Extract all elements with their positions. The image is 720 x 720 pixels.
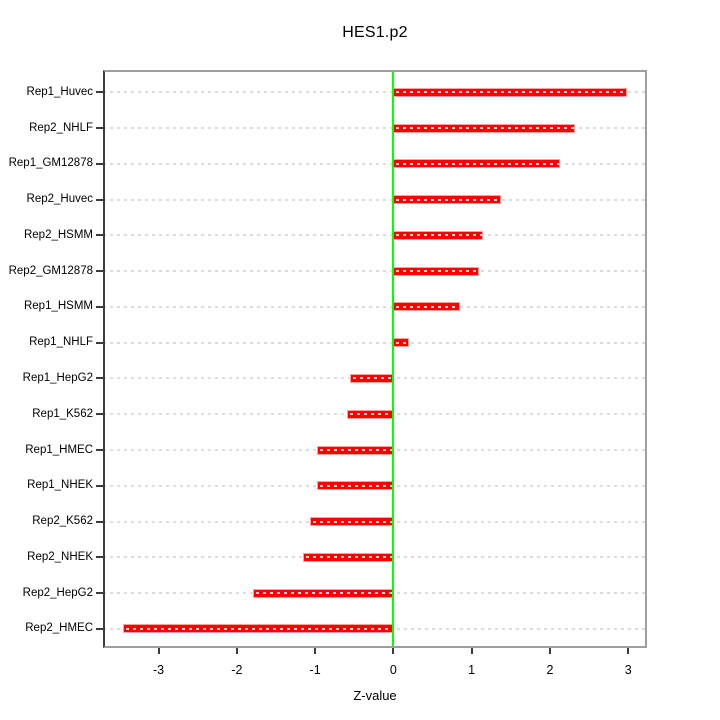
bar-rep2-hsmm — [393, 230, 484, 240]
x-tick-label--1: -1 — [309, 663, 321, 677]
x-tick-label-3: 3 — [624, 663, 632, 677]
y-label-rep1-huvec: Rep1_Huvec — [26, 85, 93, 98]
y-label-rep1-hsmm: Rep1_HSMM — [23, 300, 93, 313]
x-tick-0 — [392, 648, 395, 654]
x-tick-label-1: 1 — [468, 663, 476, 677]
y-tick — [96, 592, 103, 595]
y-label-rep2-hmec: Rep2_HMEC — [25, 622, 93, 635]
bar-rep1-k562 — [347, 409, 394, 419]
x-tick-1 — [470, 648, 473, 654]
y-tick — [96, 234, 103, 237]
y-label-rep2-hsmm: Rep2_HSMM — [23, 228, 93, 241]
y-label-rep2-nhek: Rep2_NHEK — [27, 550, 93, 563]
y-tick — [96, 198, 103, 201]
bar-rep1-huvec — [393, 87, 627, 97]
gridline — [103, 234, 647, 237]
y-tick — [96, 556, 103, 559]
y-tick — [96, 341, 103, 344]
gridline — [103, 270, 647, 273]
y-tick — [96, 162, 103, 165]
y-tick — [96, 627, 103, 630]
gridline — [103, 127, 647, 130]
bar-rep2-nhlf — [393, 123, 575, 133]
bar-rep1-hepg2 — [350, 373, 394, 383]
gridline — [103, 305, 647, 308]
y-tick — [96, 449, 103, 451]
x-tick-label-0: 0 — [389, 663, 397, 677]
y-tick — [96, 377, 103, 380]
y-tick — [96, 520, 103, 523]
x-tick-label--2: -2 — [231, 663, 243, 677]
bar-rep1-nhek — [316, 481, 394, 491]
bar-rep1-nhlf — [393, 338, 410, 348]
y-tick — [96, 270, 103, 273]
bar-rep2-hmec — [123, 624, 394, 634]
y-label-rep2-huvec: Rep2_Huvec — [26, 193, 93, 206]
y-label-rep2-gm12878: Rep2_GM12878 — [8, 264, 93, 277]
x-tick-label-2: 2 — [546, 663, 554, 677]
gridline — [103, 91, 647, 94]
y-label-rep1-hepg2: Rep1_HepG2 — [22, 371, 93, 384]
y-label-rep1-nhek: Rep1_NHEK — [27, 479, 93, 492]
gridline — [103, 162, 647, 165]
y-label-rep1-gm12878: Rep1_GM12878 — [8, 157, 93, 170]
y-tick — [96, 305, 103, 308]
y-tick — [96, 127, 103, 130]
plot-area — [103, 70, 647, 648]
gridline — [103, 341, 647, 344]
y-label-rep2-k562: Rep2_K562 — [32, 515, 93, 528]
y-label-rep2-nhlf: Rep2_NHLF — [29, 121, 93, 134]
bar-rep1-hsmm — [393, 302, 460, 312]
x-tick-2 — [548, 648, 551, 654]
bar-rep2-k562 — [310, 517, 394, 527]
y-tick — [96, 91, 103, 94]
y-label-rep1-nhlf: Rep1_NHLF — [29, 336, 93, 349]
zero-line — [392, 70, 395, 648]
y-tick — [96, 484, 103, 487]
y-label-rep1-k562: Rep1_K562 — [32, 407, 93, 420]
chart-title: HES1.p2 — [342, 24, 408, 41]
y-tick — [96, 413, 103, 416]
x-tick--3 — [157, 648, 160, 654]
bar-rep1-hmec — [316, 445, 394, 455]
bar-rep2-nhek — [302, 552, 394, 562]
bar-rep2-hepg2 — [253, 588, 394, 598]
x-tick--1 — [314, 648, 317, 654]
x-axis-title: Z-value — [353, 688, 397, 703]
x-tick-label--3: -3 — [153, 663, 165, 677]
x-tick--2 — [235, 648, 238, 654]
x-tick-3 — [627, 648, 630, 654]
gridline — [103, 198, 647, 201]
bar-rep2-huvec — [393, 195, 502, 205]
bar-rep2-gm12878 — [393, 266, 480, 276]
y-label-rep2-hepg2: Rep2_HepG2 — [22, 586, 93, 599]
bar-rep1-gm12878 — [393, 159, 561, 169]
y-label-rep1-hmec: Rep1_HMEC — [25, 443, 93, 456]
